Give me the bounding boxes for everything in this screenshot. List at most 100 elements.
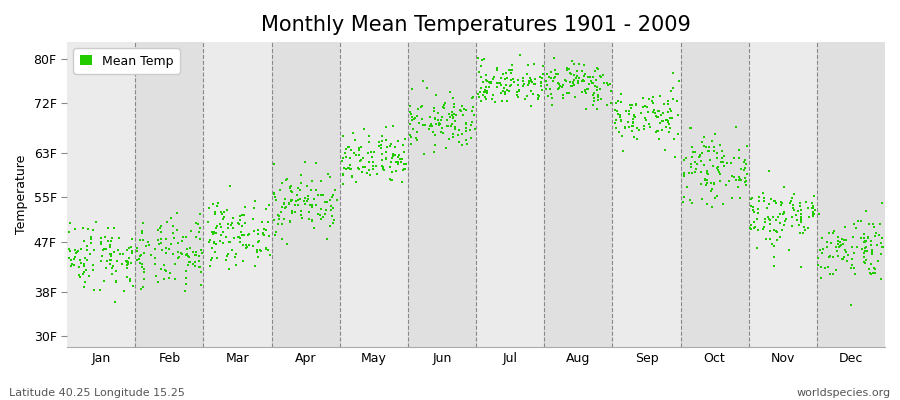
Point — [561, 67, 575, 74]
Point — [747, 219, 761, 225]
Point — [701, 148, 716, 154]
Point — [150, 236, 165, 243]
Point — [776, 210, 790, 217]
Point — [614, 99, 628, 105]
Point — [402, 108, 417, 115]
Point — [680, 184, 694, 190]
Point — [670, 131, 685, 138]
Point — [640, 104, 654, 110]
Point — [226, 225, 240, 231]
Point — [292, 197, 306, 204]
Point — [181, 262, 195, 268]
Point — [297, 197, 311, 204]
Point — [330, 197, 345, 203]
Point — [380, 143, 394, 150]
Point — [738, 175, 752, 181]
Point — [536, 71, 550, 78]
Point — [857, 259, 871, 265]
Point — [625, 123, 639, 130]
Point — [831, 234, 845, 240]
Point — [407, 116, 421, 122]
Point — [518, 96, 533, 102]
Point — [524, 103, 538, 109]
Point — [405, 86, 419, 92]
Point — [352, 144, 366, 151]
Point — [432, 120, 446, 127]
Point — [585, 80, 599, 86]
Point — [391, 154, 405, 160]
Point — [677, 169, 691, 176]
Point — [103, 256, 117, 263]
Point — [74, 246, 88, 252]
Point — [824, 240, 838, 246]
Point — [116, 250, 130, 257]
Point — [844, 302, 859, 308]
Point — [695, 139, 709, 146]
Point — [158, 276, 172, 282]
Point — [688, 159, 702, 165]
Point — [86, 287, 101, 294]
Point — [658, 146, 672, 153]
Point — [304, 187, 319, 193]
Point — [798, 227, 813, 234]
Point — [135, 284, 149, 290]
Point — [868, 270, 882, 276]
Point — [777, 210, 791, 216]
Point — [813, 247, 827, 254]
Point — [662, 98, 676, 104]
Point — [170, 210, 184, 216]
Point — [211, 200, 225, 206]
Point — [770, 229, 784, 236]
Point — [328, 187, 342, 194]
Point — [213, 232, 228, 238]
Point — [336, 181, 350, 188]
Point — [568, 94, 582, 100]
Point — [293, 187, 308, 194]
Point — [397, 165, 411, 172]
Point — [104, 256, 119, 263]
Point — [345, 146, 359, 153]
Point — [386, 153, 400, 159]
Point — [444, 123, 458, 130]
Point — [767, 254, 781, 260]
Point — [705, 186, 719, 192]
Point — [124, 248, 139, 254]
Point — [544, 68, 558, 75]
Point — [410, 129, 424, 135]
Point — [651, 128, 665, 134]
Point — [220, 224, 235, 231]
Point — [104, 253, 118, 260]
Point — [224, 220, 238, 226]
Point — [279, 176, 293, 183]
Point — [775, 200, 789, 206]
Point — [378, 124, 392, 130]
Point — [479, 72, 493, 78]
Point — [267, 190, 282, 197]
Point — [706, 148, 721, 155]
Point — [324, 203, 338, 209]
Point — [835, 256, 850, 262]
Point — [100, 258, 114, 264]
Point — [540, 82, 554, 88]
Point — [397, 149, 411, 156]
Point — [650, 114, 664, 120]
Point — [860, 234, 875, 240]
Point — [311, 211, 326, 218]
Point — [76, 271, 91, 278]
Point — [445, 109, 459, 115]
Point — [220, 207, 234, 213]
Point — [544, 95, 559, 102]
Point — [732, 146, 746, 153]
Point — [662, 115, 677, 121]
Point — [399, 161, 413, 168]
Point — [105, 270, 120, 277]
Point — [628, 101, 643, 108]
Point — [567, 76, 581, 83]
Point — [551, 86, 565, 92]
Point — [792, 222, 806, 228]
Point — [379, 154, 393, 161]
Point — [379, 149, 393, 155]
Point — [794, 207, 808, 214]
Point — [524, 88, 538, 94]
Point — [560, 67, 574, 73]
